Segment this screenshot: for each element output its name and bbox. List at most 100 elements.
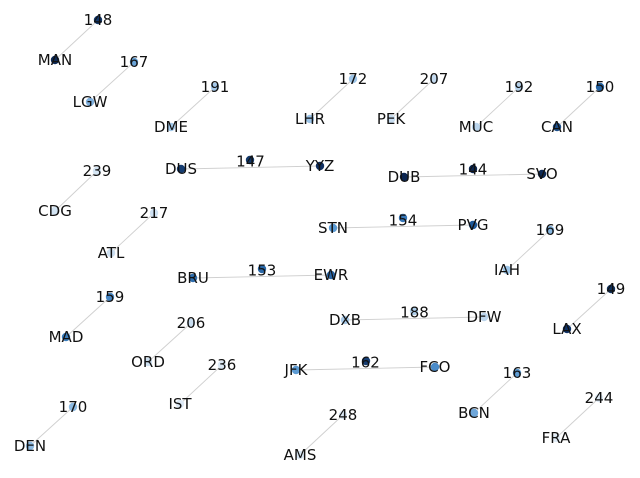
node-e172: [348, 74, 358, 84]
node-label-muc: MUC: [459, 118, 493, 136]
node-e154: [398, 213, 408, 223]
edge-muc-e192: [475, 86, 520, 128]
node-e162: [361, 356, 371, 366]
node-muc: [471, 122, 481, 132]
node-lhr: [305, 114, 315, 124]
node-label-lhr: LHR: [295, 110, 325, 128]
node-e188: [409, 306, 419, 316]
node-dub: [399, 172, 409, 182]
node-ist: [175, 399, 185, 409]
node-e170: [68, 402, 78, 412]
node-label-dme: DME: [154, 118, 188, 136]
edge-weight-label: 206: [177, 314, 206, 332]
node-label-ord: ORD: [131, 353, 165, 371]
nodes-layer: [25, 15, 616, 460]
node-iah: [502, 265, 512, 275]
node-e153: [257, 264, 267, 274]
node-label-lax: LAX: [552, 320, 581, 338]
node-atl: [106, 248, 116, 258]
edge-atl-e217: [110, 212, 155, 254]
node-label-fra: FRA: [542, 429, 571, 447]
edge-bru-ewr: [192, 274, 332, 279]
node-e150: [595, 82, 605, 92]
edge-fra-e244: [555, 397, 600, 439]
edge-ord-e206: [147, 322, 192, 363]
node-label-ist: IST: [168, 395, 192, 413]
edge-weight-label: 154: [389, 212, 418, 230]
node-label-atl: ATL: [98, 244, 125, 262]
node-label-dus: DUS: [165, 160, 197, 178]
edge-weight-label: 167: [120, 53, 149, 71]
edge-mad-e159: [65, 296, 111, 338]
node-den: [25, 441, 35, 451]
node-e167: [129, 57, 139, 67]
node-label-dxb: DXB: [329, 311, 361, 329]
node-label-dub: DUB: [388, 168, 421, 186]
node-lax: [562, 324, 572, 334]
node-label-ewr: EWR: [314, 266, 349, 284]
node-label-dfw: DFW: [466, 308, 501, 326]
node-yyz: [315, 161, 325, 171]
node-ewr: [326, 270, 336, 280]
node-bcn: [469, 408, 479, 418]
node-label-svo: SVO: [526, 165, 557, 183]
node-e239: [92, 166, 102, 176]
edge-weight-label: 207: [420, 70, 449, 88]
edge-lax-e149: [566, 288, 612, 330]
node-e148: [93, 15, 103, 25]
edge-weight-label: 153: [248, 262, 277, 280]
edge-weight-label: 163: [503, 364, 532, 382]
node-label-bcn: BCN: [458, 404, 490, 422]
node-label-pek: PEK: [377, 110, 407, 128]
node-mad: [61, 332, 71, 342]
node-dxb: [340, 315, 350, 325]
labels-layer: 148 167 191 172 207 192 150 147 144 239 217 154 169 1…: [14, 11, 625, 464]
edge-weight-label: 244: [585, 389, 614, 407]
edge-weight-label: 192: [505, 78, 534, 96]
edge-bcn-e163: [473, 372, 518, 414]
node-e144: [468, 164, 478, 174]
edge-jfk-fco: [295, 366, 436, 371]
edge-can-e150: [556, 86, 601, 128]
edge-weight-label: 172: [339, 70, 368, 88]
edge-weight-label: 188: [400, 304, 429, 322]
node-label-iah: IAH: [494, 261, 520, 279]
edge-stn-pvg: [332, 224, 474, 229]
node-label-jfk: JFK: [284, 361, 309, 379]
node-e207: [429, 74, 439, 84]
node-ams: [295, 450, 305, 460]
node-dfw: [479, 312, 489, 322]
node-e149: [606, 284, 616, 294]
node-label-can: CAN: [541, 118, 573, 136]
edge-dme-e191: [170, 86, 216, 128]
node-label-ams: AMS: [284, 446, 317, 464]
edge-lgw-e167: [89, 61, 135, 103]
edge-weight-label: 191: [201, 78, 230, 96]
edge-weight-label: 239: [83, 162, 112, 180]
node-label-lgw: LGW: [73, 93, 108, 111]
node-fco: [430, 362, 440, 372]
node-lgw: [85, 97, 95, 107]
edge-dus-yyz: [180, 165, 321, 170]
node-stn: [328, 223, 338, 233]
node-pvg: [468, 220, 478, 230]
node-e206: [186, 318, 196, 328]
edge-dxb-dfw: [344, 316, 485, 321]
node-label-yyz: YYZ: [305, 157, 335, 175]
edge-den-e170: [29, 406, 74, 447]
node-fra: [551, 433, 561, 443]
node-e236: [217, 360, 227, 370]
edge-lhr-e172: [309, 78, 354, 120]
node-can: [552, 122, 562, 132]
node-jfk: [291, 365, 301, 375]
edge-man-e148: [54, 19, 99, 61]
edge-weight-label: 248: [329, 406, 358, 424]
node-e147: [245, 155, 255, 165]
node-ord: [143, 357, 153, 367]
edge-weight-label: 150: [586, 78, 615, 96]
edge-weight-label: 236: [208, 356, 237, 374]
edges-layer: [29, 19, 612, 456]
node-e169: [545, 225, 555, 235]
edge-dub-svo: [403, 173, 543, 178]
